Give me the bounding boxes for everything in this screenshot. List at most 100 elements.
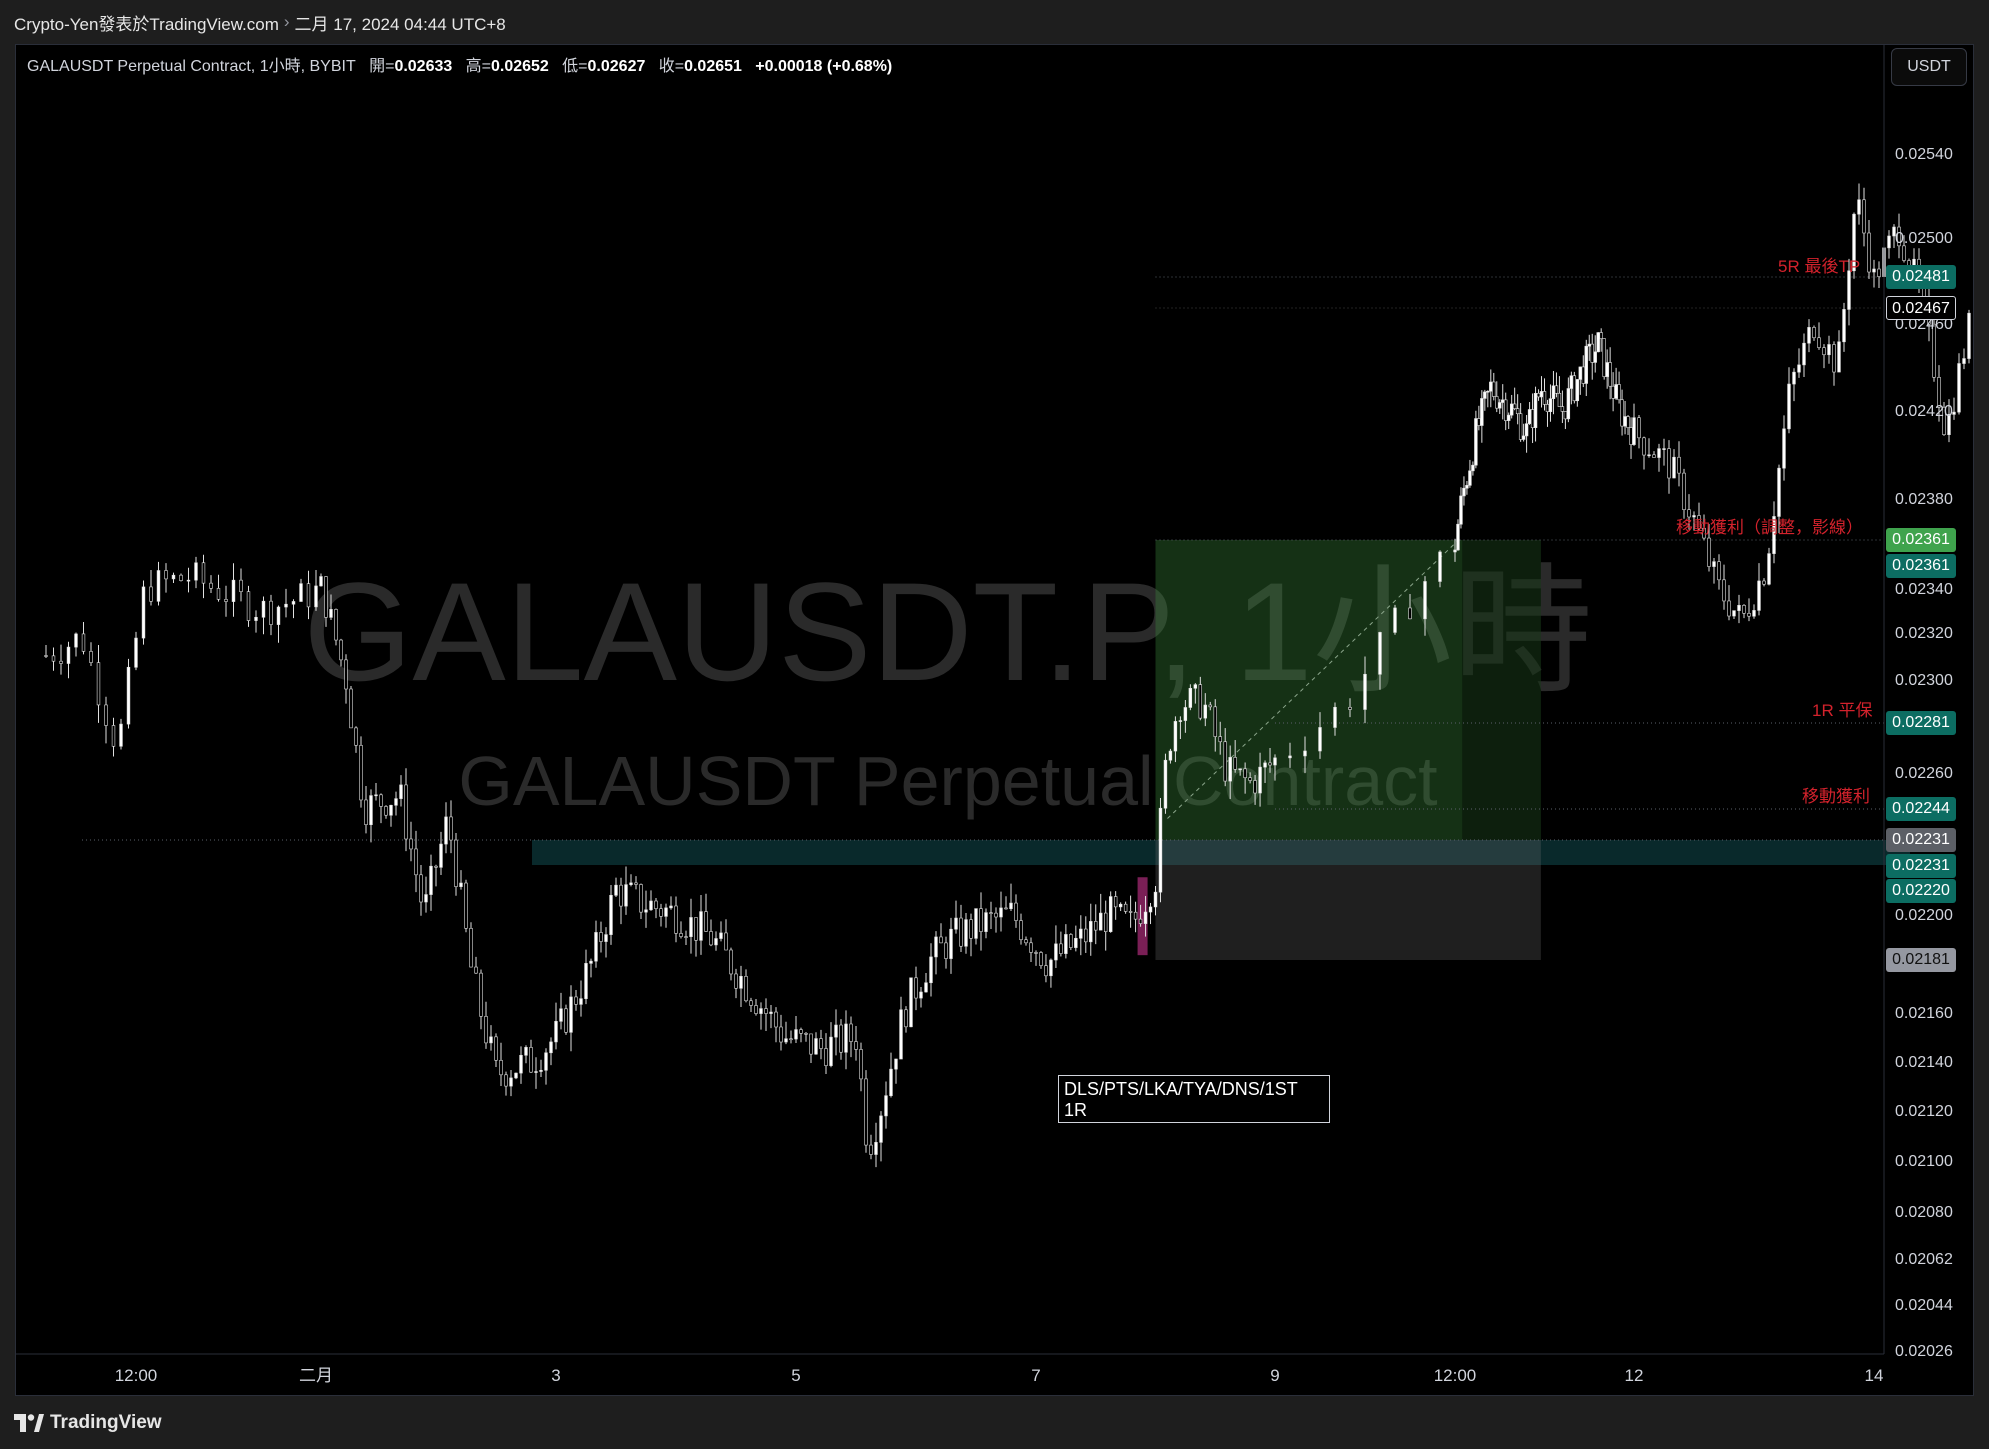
candle [799,1027,803,1043]
candle [939,923,943,944]
candle [1393,604,1397,635]
tp-5r-label: 5R 最後TP [1778,257,1861,276]
candle [649,890,653,911]
y-tick-label: 0.02120 [1895,1103,1953,1120]
candle [1248,772,1252,784]
candle [964,913,968,954]
candle [854,1025,858,1061]
candle [329,594,333,620]
candle [434,864,438,887]
candle [769,1004,773,1029]
zone-demand[interactable] [532,840,1910,865]
candle [1273,754,1277,781]
candle [1303,736,1307,774]
candle [1501,384,1505,420]
candle [1792,368,1796,402]
candle [1118,902,1123,912]
tradingview-logo[interactable]: TradingView [14,1412,162,1434]
candle [589,958,593,978]
candle [1752,604,1756,619]
candle [1772,501,1776,564]
x-tick-label: 12:00 [115,1366,158,1385]
publish-header: Crypto-Yen發表於TradingView.com › 二月 17, 20… [0,0,1989,44]
candle [1957,353,1961,415]
candle [1581,355,1585,388]
candle [1539,376,1544,408]
y-tick-label: 0.02500 [1895,230,1953,247]
candle [1223,728,1227,787]
candle [524,1045,528,1064]
setup-annotation[interactable]: DLS/PTS/LKA/TYA/DNS/1ST 1R [1058,1075,1330,1123]
candle [739,965,743,1007]
trail-label: 移動獲利 [1802,787,1870,806]
candle [1099,893,1103,931]
chart-frame[interactable] [15,44,1974,1396]
candle [394,791,398,816]
y-tick-label: 0.02026 [1895,1343,1953,1360]
candle [254,610,258,633]
candle [504,1071,508,1096]
candle [1605,349,1609,389]
candle [359,736,363,808]
candle [544,1048,548,1085]
candle [44,644,48,659]
candle [334,608,338,646]
candle [1133,901,1138,933]
y-tick-label: 0.02260 [1895,765,1953,782]
price-tag: 0.02220 [1886,879,1956,903]
zone-profit[interactable] [1155,540,1541,840]
candle [1614,367,1618,400]
y-tick-label: 0.02540 [1895,146,1953,163]
candle [1228,745,1232,799]
candle [1742,604,1746,619]
candle [559,992,563,1030]
trade-path [1167,539,1459,819]
candle [879,1111,883,1162]
time-axis[interactable]: 12:00 二月 3 5 7 9 12:00 12 14 [15,1353,1884,1385]
candle [1554,372,1559,398]
candle [989,901,993,929]
candle [364,785,368,834]
candle [1566,377,1571,423]
candle [1198,676,1203,721]
candle [1902,235,1906,263]
publish-date: 二月 17, 2024 04:44 UTC+8 [294,14,506,34]
candle [839,1019,843,1060]
candle [1560,390,1565,424]
candle [1620,389,1624,436]
candle [904,1006,908,1033]
candle [1952,397,1956,420]
candle [1662,438,1666,466]
x-tick-label: 12:00 [1434,1366,1477,1385]
candle [1862,187,1866,247]
candle [1054,925,1058,968]
candle [51,647,56,671]
candle [1897,213,1901,259]
candle [1193,683,1198,704]
y-tick-label: 0.02062 [1895,1251,1953,1268]
candle [384,805,388,819]
candle [954,900,958,934]
candle [1687,494,1691,530]
candle [1459,487,1463,529]
zone-risk[interactable] [1155,840,1541,960]
price-axis[interactable]: 0.02540 0.02500 0.02460 0.02420 0.02380 0.023… [1883,44,1953,1360]
candle [754,998,758,1016]
candle [1004,896,1008,910]
candle [419,865,423,916]
price-tag: 0.02281 [1886,711,1956,735]
candle [784,1021,788,1045]
candle [534,1057,538,1089]
candle [1563,411,1568,430]
currency-button[interactable]: USDT [1891,48,1967,86]
candle [814,1032,818,1055]
candle [454,833,458,896]
candle [804,1032,808,1042]
candle [634,876,638,890]
trail-adjust-label: 移動獲利（調整，影線） [1676,518,1863,537]
open-label: 開= [369,58,395,75]
candle [1024,936,1028,946]
candle [874,1122,878,1168]
candle [984,908,988,939]
